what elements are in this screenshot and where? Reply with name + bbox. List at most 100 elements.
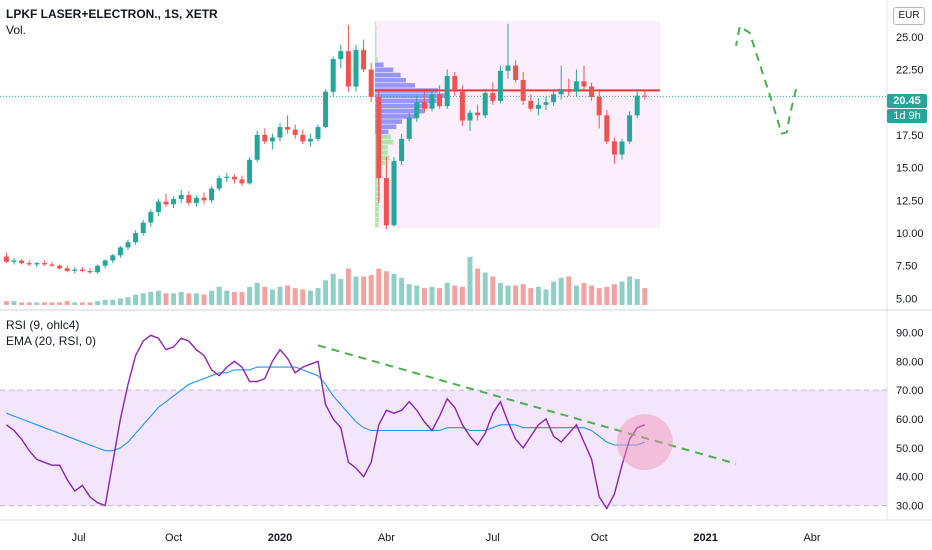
candle — [216, 175, 222, 192]
volume-profile-bar — [375, 212, 379, 217]
candle-body — [269, 137, 275, 142]
rsi-pane[interactable] — [0, 334, 887, 510]
candle — [634, 89, 640, 118]
volume-bar — [193, 293, 199, 305]
volume-bar — [414, 285, 420, 305]
volume-legend[interactable]: Vol. — [6, 23, 27, 37]
volume-bar — [26, 302, 32, 305]
volume-bar — [292, 288, 298, 305]
candle — [300, 129, 306, 145]
candle-body — [110, 255, 116, 261]
candle-body — [338, 51, 344, 60]
ema-legend[interactable]: EMA (20, RSI, 0) — [6, 334, 97, 348]
volume-bar — [566, 276, 572, 305]
candle — [323, 89, 329, 129]
rsi-scale[interactable]: 90.00 80.00 70.00 60.00 50.00 40.00 30.00 — [896, 327, 924, 512]
candle — [383, 157, 389, 230]
candle — [224, 172, 230, 183]
candle-body — [148, 212, 154, 223]
symbol-legend[interactable]: LPKF LASER+ELECTRON., 1S, XETR — [6, 7, 218, 21]
candle-body — [558, 89, 564, 95]
volume-bar — [528, 288, 534, 305]
candle — [254, 130, 260, 163]
candle-body — [573, 81, 579, 92]
volume-bar — [627, 276, 633, 305]
candle — [133, 230, 139, 245]
volume-profile-bar — [375, 67, 394, 73]
volume-bar — [475, 268, 481, 305]
candle-body — [566, 89, 572, 92]
volume-bar — [269, 289, 275, 305]
price-scale[interactable]: 25.0022.5020.0017.5015.0012.5010.007.505… — [896, 32, 924, 306]
candle-body — [254, 134, 260, 160]
volume-profile-bar — [375, 139, 394, 145]
candle-body — [201, 197, 207, 201]
candle — [520, 72, 526, 105]
volume-profile-bar — [375, 26, 377, 31]
candle — [186, 191, 192, 206]
time-scale[interactable]: Jul Oct 2020 Abr Jul Oct 2021 Abr — [72, 532, 821, 544]
candle-body — [64, 268, 70, 271]
rsi-legend[interactable]: RSI (9, ohlc4) — [6, 318, 80, 332]
countdown-badge: 1d 9h — [887, 109, 927, 123]
candle — [41, 260, 47, 266]
rsi-band-background — [0, 390, 887, 506]
volume-profile-bar — [375, 93, 445, 99]
candle — [102, 259, 108, 269]
candle — [117, 246, 123, 258]
volume-bar — [406, 284, 412, 305]
candle — [3, 252, 9, 264]
candle — [57, 264, 63, 270]
volume-bar — [634, 279, 640, 305]
candle-body — [315, 127, 321, 139]
volume-bar — [505, 285, 511, 305]
candle-body — [551, 94, 557, 103]
candle-body — [307, 138, 313, 142]
candle — [376, 90, 382, 203]
rsi-highlight-circle[interactable] — [616, 414, 673, 471]
candle — [269, 133, 275, 150]
volume-bar — [247, 286, 253, 305]
volume-bar — [452, 285, 458, 305]
volume-bar — [110, 299, 116, 305]
volume-bar — [3, 301, 9, 305]
candle-body — [3, 256, 9, 262]
volume-bar — [216, 286, 222, 305]
volume-bar — [589, 285, 595, 305]
candle — [239, 175, 245, 186]
volume-bar — [34, 302, 40, 305]
price-pane[interactable] — [0, 21, 887, 305]
volume-bar — [41, 302, 47, 305]
candle-body — [619, 141, 625, 155]
candle — [361, 39, 367, 73]
candle — [285, 115, 291, 134]
currency-button[interactable]: EUR — [893, 7, 925, 25]
candle — [338, 44, 344, 69]
volume-bar — [581, 282, 587, 305]
volume-bar — [368, 275, 374, 305]
rsi-trendline-drawing[interactable] — [317, 344, 737, 465]
volume-profile-bar — [375, 98, 437, 104]
candle-body — [467, 112, 473, 121]
candle — [566, 78, 572, 96]
candle — [611, 137, 617, 164]
volume-bar — [155, 290, 161, 305]
candle-body — [49, 264, 55, 266]
volume-profile-bar — [375, 72, 401, 78]
volume-bar — [490, 276, 496, 305]
candle-body — [193, 197, 199, 203]
forecast-path-drawing[interactable] — [735, 24, 797, 135]
volume-bar — [551, 281, 557, 305]
candle — [209, 185, 215, 203]
volume-bar — [361, 276, 367, 305]
candle — [475, 104, 481, 121]
volume-profile-bar — [375, 134, 392, 140]
volume-profile-bar — [375, 57, 378, 62]
candle-body — [125, 242, 131, 248]
volume-bar — [79, 302, 85, 305]
candle — [79, 267, 85, 273]
candle-body — [520, 79, 526, 101]
candle — [452, 72, 458, 96]
candle-body — [406, 117, 412, 139]
